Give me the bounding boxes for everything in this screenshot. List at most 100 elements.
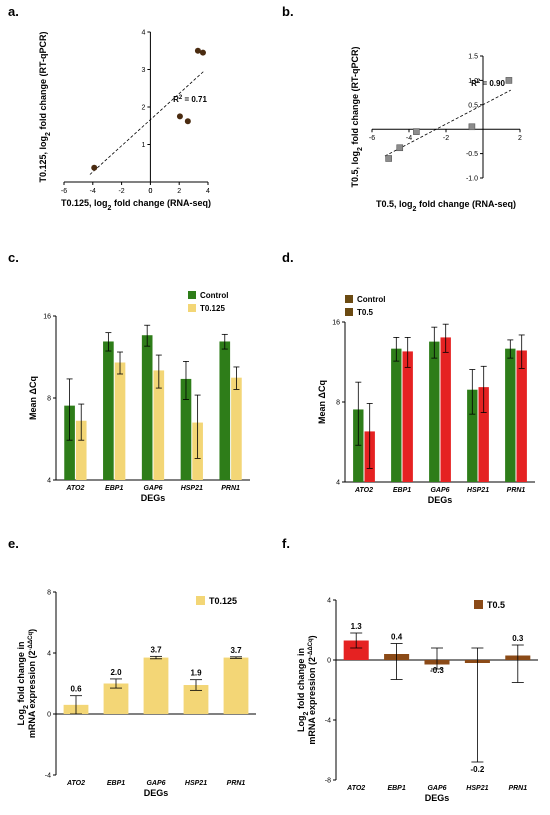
legend-swatch — [188, 291, 196, 299]
y-tick-label: -1.0 — [466, 176, 478, 183]
x-tick-label: PRN1 — [221, 485, 240, 492]
x-tick-label: PRN1 — [508, 785, 527, 792]
y-tick-label: 2 — [141, 105, 145, 112]
y-axis-label-line2-sup: -ΔΔCq — [28, 632, 34, 651]
legend-label: T0.125 — [200, 304, 225, 313]
x-tick-label: EBP1 — [393, 487, 411, 494]
bar — [64, 405, 75, 480]
fit-line — [384, 89, 511, 157]
y-axis-label-sub: 2 — [357, 147, 364, 151]
y-tick-label: 4 — [336, 480, 340, 487]
y-tick-label: 16 — [43, 314, 51, 321]
legend-label: Control — [200, 291, 228, 300]
bar — [391, 348, 402, 482]
y-axis-label-line2-rest: ) — [307, 635, 317, 638]
data-label: 0.6 — [70, 685, 82, 694]
bar — [231, 377, 242, 480]
data-point — [505, 77, 513, 84]
r2-sup: 2 — [477, 79, 481, 85]
y-axis-label-line2-rest: ) — [27, 629, 37, 632]
panel-letter: b. — [282, 4, 294, 19]
y-axis-label-line2: mRNA expression (2-ΔΔCq) — [307, 635, 317, 744]
bar — [343, 640, 369, 660]
x-axis-label-text: T0.125, log — [61, 198, 108, 208]
legend-swatch — [188, 304, 196, 312]
x-tick-label: EBP1 — [105, 485, 123, 492]
bar — [402, 351, 413, 482]
y-tick-label: 4 — [47, 651, 51, 658]
bar — [516, 350, 527, 482]
y-axis-label-line1: Log2 fold change in — [296, 648, 310, 732]
x-tick-label: 2 — [177, 188, 181, 195]
bar — [478, 387, 489, 482]
y-tick-label: 4 — [141, 30, 145, 37]
y-tick-label: -4 — [45, 773, 51, 780]
legend-label: Control — [357, 295, 385, 304]
legend-swatch — [196, 596, 205, 605]
y-axis-label: Mean ΔCq — [28, 376, 38, 420]
x-axis-label: T0.125, log2 fold change (RNA-seq) — [61, 198, 211, 212]
panel-letter: e. — [8, 536, 19, 551]
y-tick-label: 4 — [47, 478, 51, 485]
x-tick-label: HSP21 — [181, 485, 203, 492]
fit-line — [89, 71, 204, 175]
bar — [153, 370, 165, 480]
legend-swatch — [474, 600, 483, 609]
bar — [223, 657, 249, 714]
x-axis-label-rest: fold change (RNA-seq) — [111, 198, 211, 208]
x-axis-label: DEGs — [144, 788, 169, 798]
bar — [75, 420, 87, 480]
x-tick-label: -2 — [118, 188, 124, 195]
y-axis-label-sub: 2 — [45, 132, 52, 136]
r2-sup: 2 — [179, 95, 183, 101]
y-axis-label-line2-text: mRNA expression (2 — [307, 657, 317, 745]
data-label: 1.9 — [190, 669, 202, 678]
bar — [353, 409, 364, 482]
y-axis-label-text: T0.5, log — [350, 151, 360, 188]
x-tick-label: ATO2 — [346, 785, 365, 792]
y-axis-label-line2: mRNA expression (2-ΔΔCq) — [27, 629, 37, 738]
data-point — [468, 123, 476, 131]
y-axis-label-line1-text: Log — [16, 709, 26, 726]
legend-label: T0.125 — [209, 596, 237, 606]
y-axis-label-line1-text: Log — [296, 715, 306, 732]
data-point — [176, 113, 183, 120]
r2-label: R2 = 0.71 — [173, 95, 207, 104]
x-tick-label: 4 — [206, 188, 210, 195]
bar — [141, 335, 153, 480]
bar — [429, 341, 440, 482]
x-axis-label: T0.5, log2 fold change (RNA-seq) — [376, 199, 516, 213]
panel-f: f. -8 -4 0 4 1.3 ATO2 0.4 EBP1 -0.3 GAP6 -0.2 HSP21 0… — [282, 536, 538, 803]
bar — [103, 683, 129, 714]
y-tick-label: -0.5 — [466, 151, 478, 158]
data-point — [385, 155, 392, 162]
data-point — [184, 118, 191, 125]
y-tick-label: 1.0 — [468, 78, 478, 85]
data-label: 0.3 — [512, 634, 524, 643]
x-axis-label-rest: fold change (RNA-seq) — [416, 199, 516, 209]
x-tick-label: HSP21 — [467, 487, 489, 494]
y-tick-label: 8 — [47, 396, 51, 403]
y-tick-label: 1 — [141, 142, 145, 149]
x-tick-label: -4 — [90, 188, 96, 195]
panel-d: d. 4 8 16 ATO2 EBP1 GAP6 HSP21 PRN1 DEGs Mean ΔCq C… — [282, 250, 535, 505]
y-axis-label-line1-rest: fold change in — [296, 648, 306, 712]
x-tick-label: EBP1 — [107, 780, 125, 787]
y-tick-label: -8 — [325, 778, 331, 785]
y-axis-label-line2-text: mRNA expression (2 — [27, 650, 37, 738]
legend-label: T0.5 — [487, 600, 505, 610]
y-tick-label: 0 — [327, 658, 331, 665]
x-tick-label: ATO2 — [65, 485, 84, 492]
y-axis-label-rest: fold change (RT-qPCR) — [38, 32, 48, 133]
y-axis-label-rest: fold change (RT-qPCR) — [350, 47, 360, 148]
y-tick-label: 8 — [47, 590, 51, 597]
data-point — [199, 49, 206, 56]
x-tick-label: HSP21 — [466, 785, 488, 792]
x-tick-label: GAP6 — [427, 785, 446, 792]
panel-letter: c. — [8, 250, 19, 265]
x-tick-label: ATO2 — [354, 487, 373, 494]
y-tick-label: 3 — [141, 67, 145, 74]
r2-value: = 0.90 — [480, 79, 505, 88]
y-tick-label: 0.5 — [468, 102, 478, 109]
